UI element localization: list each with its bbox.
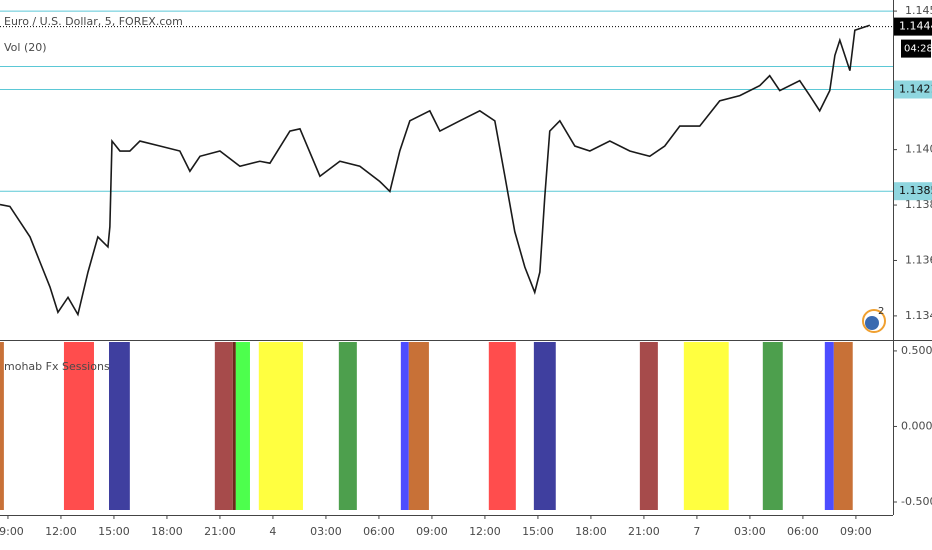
x-tick-label: 06:00 xyxy=(787,525,819,538)
x-tick-label: 21:00 xyxy=(628,525,660,538)
session-band xyxy=(400,342,409,510)
session-band xyxy=(833,342,853,510)
indicator-label: Vol (20) xyxy=(4,41,47,54)
x-tick-label: 7 xyxy=(693,525,700,538)
x-tick-label: 15:00 xyxy=(98,525,130,538)
session-band xyxy=(108,342,130,510)
indicator-title: mohab Fx Sessions xyxy=(4,360,110,373)
x-tick-label: 4 xyxy=(269,525,276,538)
session-band xyxy=(639,342,658,510)
x-tick-label: 06:00 xyxy=(363,525,395,538)
x-tick-label: 09:00 xyxy=(416,525,448,538)
level-label: 1.13850 xyxy=(899,184,932,197)
session-band xyxy=(762,342,783,510)
session-band xyxy=(232,342,236,510)
countdown-box xyxy=(901,39,931,58)
y-tick-label: 1.13800 xyxy=(905,198,932,211)
logo: 2 xyxy=(862,306,886,333)
x-tick-label: 18:00 xyxy=(151,525,183,538)
countdown: 04:28 xyxy=(904,44,932,55)
session-band xyxy=(824,342,834,510)
x-tick-label: 03:00 xyxy=(734,525,766,538)
y-tick-label: 1.13400 xyxy=(905,309,932,322)
session-band xyxy=(488,342,516,510)
session-band xyxy=(214,342,233,510)
last-price-box xyxy=(894,17,932,36)
x-tick-label: 12:00 xyxy=(469,525,501,538)
level-label-box xyxy=(894,182,932,201)
y-tick-label: 0.0000 xyxy=(901,419,932,432)
price-line xyxy=(0,24,871,317)
session-band xyxy=(0,342,4,510)
x-tick-label: 09:00 xyxy=(840,525,872,538)
last-price-label: 1.14444 xyxy=(899,20,932,33)
x-tick-label: 09:00 xyxy=(0,525,24,538)
x-tick-label: 03:00 xyxy=(310,525,342,538)
x-tick-label: 21:00 xyxy=(204,525,236,538)
session-band xyxy=(338,342,357,510)
x-tick-label: 18:00 xyxy=(575,525,607,538)
y-tick-label: 1.14500 xyxy=(905,4,932,17)
session-band xyxy=(408,342,429,510)
chart-title: Euro / U.S. Dollar, 5, FOREX.com xyxy=(4,15,183,28)
level-label: 1.14217 xyxy=(899,83,932,96)
level-label-box xyxy=(894,80,932,99)
y-tick-label: 1.13600 xyxy=(905,253,932,266)
session-band xyxy=(683,342,729,510)
session-band xyxy=(63,342,94,510)
session-band xyxy=(258,342,303,510)
y-tick-label: 1.14000 xyxy=(905,143,932,156)
x-tick-label: 15:00 xyxy=(522,525,554,538)
svg-text:2: 2 xyxy=(878,306,884,317)
session-band xyxy=(235,342,250,510)
x-tick-label: 12:00 xyxy=(45,525,77,538)
session-band xyxy=(533,342,556,510)
